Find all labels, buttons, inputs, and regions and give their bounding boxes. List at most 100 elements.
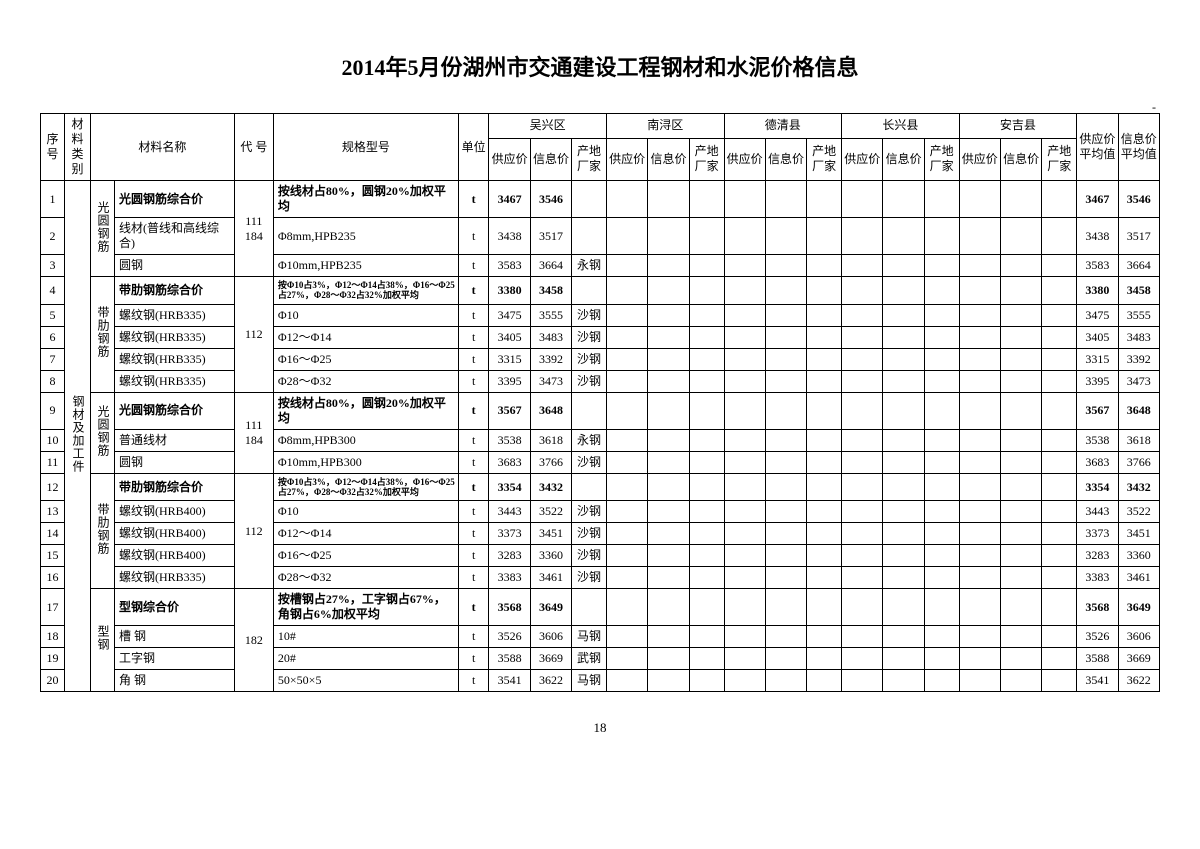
cell-unit: t xyxy=(458,181,488,218)
cell-avg: 3392 xyxy=(1118,348,1160,370)
cell-price xyxy=(842,589,883,626)
cell-seq: 11 xyxy=(41,451,65,473)
cell-spec: Φ12～Φ14 xyxy=(273,326,458,348)
cell-name: 线材(普线和高线综合) xyxy=(114,218,234,255)
cell-price xyxy=(724,429,765,451)
cell-price xyxy=(959,545,1000,567)
cell-maker xyxy=(924,326,959,348)
cell-code: 111 184 xyxy=(234,181,273,277)
cell-name: 螺纹钢(HRB335) xyxy=(114,304,234,326)
cell-price xyxy=(765,218,806,255)
th-sub: 信息价 xyxy=(883,138,924,180)
cell-maker xyxy=(807,277,842,305)
cell-avg: 3567 xyxy=(1077,392,1118,429)
cell-maker xyxy=(689,626,724,648)
cell-seq: 9 xyxy=(41,392,65,429)
cell-price xyxy=(606,304,647,326)
cell-price xyxy=(648,501,689,523)
cell-price xyxy=(842,348,883,370)
cell-unit: t xyxy=(458,370,488,392)
cell-avg: 3467 xyxy=(1077,181,1118,218)
cell-unit: t xyxy=(458,626,488,648)
cell-spec: 按槽钢占27%，工字钢占67%，角钢占6%加权平均 xyxy=(273,589,458,626)
table-row: 11圆钢Φ10mm,HPB300t36833766沙钢36833766 xyxy=(41,451,1160,473)
cell-price xyxy=(648,589,689,626)
cell-price xyxy=(765,523,806,545)
cell-maker xyxy=(689,326,724,348)
cell-avg: 3443 xyxy=(1077,501,1118,523)
cell-maker xyxy=(1042,589,1077,626)
cell-maker xyxy=(924,392,959,429)
cell-price xyxy=(606,473,647,501)
cell-price: 3622 xyxy=(530,670,571,692)
cell-maker xyxy=(689,348,724,370)
cell-maker xyxy=(924,648,959,670)
cell-unit: t xyxy=(458,392,488,429)
cell-maker xyxy=(1042,451,1077,473)
cell-code: 182 xyxy=(234,589,273,692)
cell-name: 圆钢 xyxy=(114,451,234,473)
cell-price xyxy=(883,670,924,692)
cell-maker xyxy=(807,392,842,429)
cell-price xyxy=(1000,523,1041,545)
cell-price xyxy=(765,567,806,589)
cell-price xyxy=(606,255,647,277)
cell-price xyxy=(765,589,806,626)
cell-maker xyxy=(689,181,724,218)
table-row: 17型钢型钢综合价182按槽钢占27%，工字钢占67%，角钢占6%加权平均t35… xyxy=(41,589,1160,626)
page-title: 2014年5月份湖州市交通建设工程钢材和水泥价格信息 xyxy=(40,50,1160,82)
cell-maker xyxy=(1042,348,1077,370)
cell-unit: t xyxy=(458,473,488,501)
cell-maker xyxy=(924,370,959,392)
cell-seq: 7 xyxy=(41,348,65,370)
cell-price xyxy=(765,451,806,473)
cell-price: 3395 xyxy=(489,370,530,392)
cell-price xyxy=(842,626,883,648)
cell-price xyxy=(842,304,883,326)
cell-price: 3541 xyxy=(489,670,530,692)
cell-name: 螺纹钢(HRB335) xyxy=(114,567,234,589)
cell-price xyxy=(724,670,765,692)
cell-price xyxy=(648,473,689,501)
cell-price xyxy=(724,473,765,501)
cell-price xyxy=(883,370,924,392)
cell-maker xyxy=(807,218,842,255)
cell-maker: 永钢 xyxy=(572,429,607,451)
cell-name: 圆钢 xyxy=(114,255,234,277)
cell-price xyxy=(959,473,1000,501)
cell-price: 3438 xyxy=(489,218,530,255)
cell-unit: t xyxy=(458,670,488,692)
cell-maker xyxy=(1042,326,1077,348)
cell-price xyxy=(765,255,806,277)
th-avg-info: 信息价平均值 xyxy=(1118,114,1160,181)
cell-spec: Φ10 xyxy=(273,304,458,326)
cell-maker xyxy=(924,218,959,255)
cell-name: 角 钢 xyxy=(114,670,234,692)
cell-price xyxy=(883,473,924,501)
cell-price xyxy=(959,392,1000,429)
cell-price xyxy=(724,326,765,348)
cell-maker: 沙钢 xyxy=(572,348,607,370)
cell-maker xyxy=(1042,304,1077,326)
cell-price xyxy=(842,545,883,567)
cell-price xyxy=(883,348,924,370)
cell-maker xyxy=(1042,392,1077,429)
th-sub: 产地厂家 xyxy=(924,138,959,180)
cell-maker xyxy=(689,392,724,429)
cell-avg: 3395 xyxy=(1077,370,1118,392)
cell-maker xyxy=(807,523,842,545)
cell-price xyxy=(883,326,924,348)
th-sub: 供应价 xyxy=(724,138,765,180)
cell-avg: 3546 xyxy=(1118,181,1160,218)
cell-price xyxy=(648,392,689,429)
cell-maker xyxy=(689,304,724,326)
cell-price xyxy=(883,255,924,277)
cell-maker xyxy=(1042,218,1077,255)
cell-code: 112 xyxy=(234,473,273,589)
cell-price: 3583 xyxy=(489,255,530,277)
cell-avg: 3438 xyxy=(1077,218,1118,255)
cell-price xyxy=(1000,648,1041,670)
cell-price xyxy=(648,545,689,567)
cell-maker xyxy=(1042,567,1077,589)
cell-price xyxy=(883,277,924,305)
